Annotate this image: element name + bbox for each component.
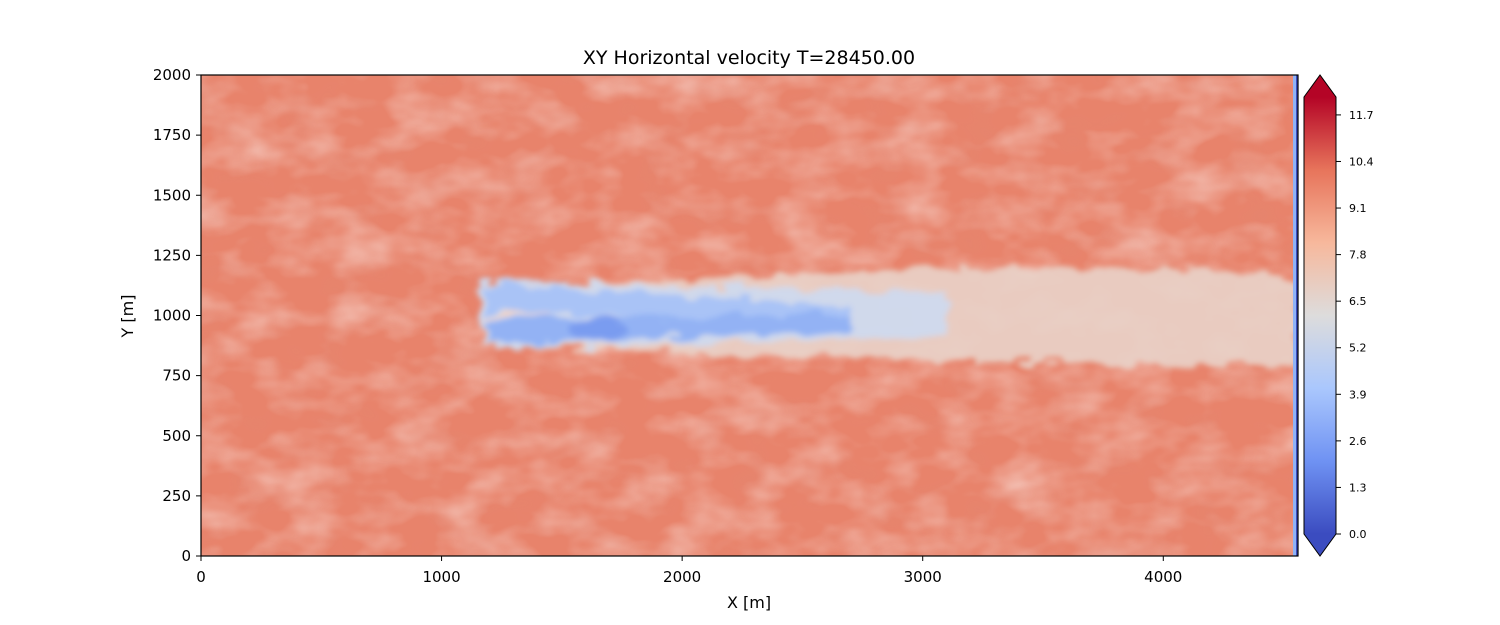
wake-region (480, 267, 1298, 365)
right-edge-strip (1293, 75, 1298, 556)
x-tick-label: 0 (196, 568, 206, 586)
colorbar-tick-label: 1.3 (1349, 481, 1367, 494)
y-tick-label: 1000 (153, 307, 191, 325)
y-axis-label: Y [m] (118, 295, 137, 339)
colorbar-tick-label: 10.4 (1349, 155, 1374, 168)
x-tick-label: 1000 (422, 568, 460, 586)
y-tick-label: 1250 (153, 246, 191, 264)
y-tick-label: 2000 (153, 66, 191, 84)
heatmap-field (201, 75, 1298, 556)
y-tick-label: 0 (181, 547, 191, 565)
colorbar-tick-label: 7.8 (1349, 249, 1367, 262)
y-tick-label: 1750 (153, 126, 191, 144)
x-axis: 0 1000 2000 3000 4000 (196, 556, 1182, 586)
colorbar-extend-bottom (1304, 534, 1336, 556)
wake-deficit-peak (569, 316, 626, 341)
y-tick-label: 1500 (153, 186, 191, 204)
wake-core-upper (484, 284, 851, 326)
wake-hub-gap (484, 313, 550, 318)
colorbar: 0.0 1.3 2.6 3.9 5.2 6.5 7.8 9.1 10.4 11.7 (1303, 74, 1374, 557)
colorbar-ticks: 0.0 1.3 2.6 3.9 5.2 6.5 7.8 9.1 10.4 11.7 (1336, 109, 1374, 541)
colorbar-tick-label: 9.1 (1349, 202, 1367, 215)
y-tick-label: 250 (162, 487, 191, 505)
x-axis-label: X [m] (727, 593, 771, 612)
colorbar-tick-label: 11.7 (1349, 109, 1374, 122)
colorbar-tick-label: 2.6 (1349, 435, 1367, 448)
colorbar-tick-label: 3.9 (1349, 388, 1367, 401)
colorbar-extend-top (1304, 75, 1336, 97)
y-tick-label: 750 (162, 367, 191, 385)
colorbar-tick-label: 6.5 (1349, 295, 1367, 308)
y-tick-label: 500 (162, 427, 191, 445)
colorbar-body (1304, 97, 1336, 534)
colorbar-tick-label: 5.2 (1349, 342, 1367, 355)
y-axis: 0 250 500 750 1000 1250 1500 1750 2000 (153, 66, 201, 565)
x-tick-label: 3000 (904, 568, 942, 586)
colorbar-tick-label: 0.0 (1349, 528, 1367, 541)
chart-title: XY Horizontal velocity T=28450.00 (583, 47, 915, 69)
x-tick-label: 4000 (1144, 568, 1182, 586)
x-tick-label: 2000 (663, 568, 701, 586)
